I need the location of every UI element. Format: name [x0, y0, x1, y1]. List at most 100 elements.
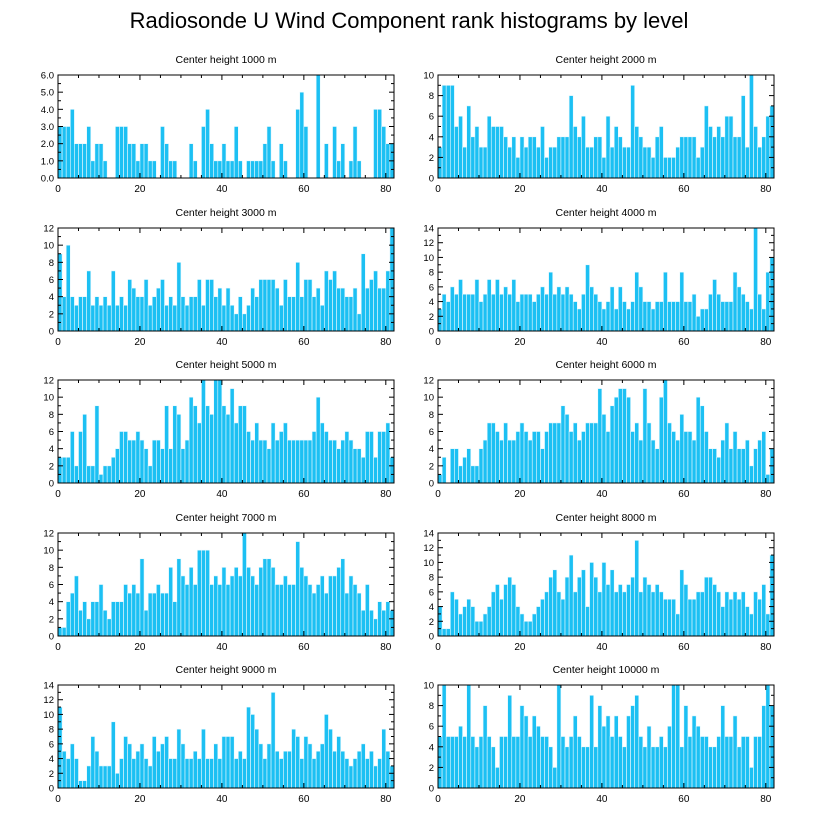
chart-6-bar-57: [667, 422, 672, 484]
chart-10-ytick-label: 0: [429, 784, 434, 795]
chart-2-bar-81: [765, 115, 771, 179]
chart-4-bar-34: [572, 301, 578, 332]
chart-3-bar-9: [90, 304, 96, 332]
chart-9-bar-33: [188, 758, 194, 789]
chart-5-bar-32: [184, 439, 190, 484]
chart-7-bar-17: [123, 584, 128, 637]
chart-2-bar-8: [466, 105, 472, 179]
chart-10-title: Center height 10000 m: [553, 664, 660, 676]
chart-8-bar-15: [495, 584, 500, 637]
chart-2-bar-14: [490, 126, 496, 179]
chart-9-bar-82: [389, 765, 395, 789]
chart-6-bar-71: [724, 422, 730, 484]
chart-6-bar-67: [708, 448, 713, 484]
chart-9-bar-65: [319, 743, 325, 789]
chart-3-xtick-label: 60: [298, 337, 310, 348]
chart-2-bar-1: [437, 146, 443, 179]
chart-2-title: Center height 2000 m: [556, 54, 657, 66]
chart-4-bar-15: [495, 279, 500, 332]
chart-10-bar-6: [458, 725, 463, 789]
chart-8-bar-38: [589, 562, 595, 637]
chart-3-bar-1: [57, 253, 63, 332]
chart-7-bar-12: [102, 609, 108, 637]
chart-7-bar-14: [110, 601, 116, 637]
chart-10-bar-48: [630, 705, 635, 789]
chart-1-bar-17: [123, 126, 128, 179]
chart-7-bar-51: [262, 558, 268, 637]
chart-4-bar-17: [503, 286, 508, 332]
chart-4-xtick-label: 40: [596, 337, 608, 348]
chart-4-bar-21: [519, 293, 525, 332]
chart-2-bar-42: [605, 115, 611, 179]
chart-5-bar-2: [61, 456, 67, 484]
chart-6-bar-27: [544, 431, 549, 484]
chart-2-bar-53: [650, 157, 656, 179]
chart-2-bar-34: [572, 126, 578, 179]
chart-9-ytick-label: 4: [49, 754, 54, 765]
chart-10-xtick-label: 20: [514, 794, 526, 805]
chart-10-bar-10: [474, 746, 480, 789]
chart-6-bar-74: [736, 448, 742, 484]
chart-5-bar-10: [94, 405, 100, 484]
chart-2-bar-2: [441, 85, 447, 179]
chart-10-xtick-label: 40: [596, 794, 608, 805]
chart-9-bar-36: [201, 728, 206, 789]
chart-2-bar-51: [642, 146, 648, 179]
chart-10-bar-68: [712, 746, 717, 789]
chart-3-bar-21: [139, 296, 145, 332]
chart-3-bar-68: [332, 270, 337, 332]
chart-2-bar-71: [724, 115, 730, 179]
chart-7-bar-34: [192, 584, 198, 637]
chart-6-bar-39: [593, 422, 599, 484]
chart-10-bar-75: [740, 736, 746, 789]
chart-1-bar-15: [115, 126, 120, 179]
chart-3-bar-38: [209, 279, 215, 332]
chart-2-bar-9: [470, 136, 476, 179]
chart-5-bar-7: [82, 414, 87, 484]
chart-5-bar-16: [119, 431, 124, 484]
chart-2-bar-30: [556, 136, 562, 179]
chart-5-bar-18: [127, 439, 133, 484]
chart-3-bar-44: [233, 313, 239, 332]
chart-9-bar-53: [270, 692, 276, 789]
chart-6-bar-46: [622, 388, 627, 484]
chart-2-bar-12: [482, 146, 488, 179]
chart-2-bar-58: [671, 157, 676, 179]
chart-4-bar-33: [568, 293, 574, 332]
chart-5-bar-71: [344, 431, 350, 484]
chart-3-bar-35: [197, 279, 202, 332]
chart-8-bar-45: [617, 584, 623, 637]
chart-10-bar-64: [695, 725, 701, 789]
chart-10-bar-52: [646, 725, 652, 789]
chart-10-bar-34: [572, 715, 578, 789]
chart-10-bar-24: [531, 715, 537, 789]
chart-6-bar-60: [679, 414, 685, 484]
chart-10-bar-30: [556, 684, 562, 789]
chart-10-bar-16: [499, 736, 504, 789]
chart-8-bar-68: [712, 584, 717, 637]
chart-6-bar-66: [704, 431, 709, 484]
chart-5-bar-56: [283, 422, 288, 484]
chart-7-bar-10: [94, 601, 100, 637]
chart-4-ytick-label: 6: [429, 282, 434, 293]
chart-6-bar-47: [626, 396, 631, 484]
chart-9-bar-72: [348, 765, 354, 789]
chart-1-bar-51: [262, 143, 268, 179]
chart-6-ytick-label: 4: [429, 444, 434, 455]
chart-5-bar-25: [156, 439, 161, 484]
chart-6-bar-64: [695, 396, 701, 484]
chart-7-bar-26: [160, 592, 165, 637]
chart-3-xtick-label: 80: [380, 337, 392, 348]
chart-4-bar-78: [753, 227, 758, 332]
chart-10-bar-62: [687, 736, 693, 789]
chart-8-bar-76: [745, 606, 750, 637]
chart-6-bar-26: [540, 448, 545, 484]
chart-2-bar-7: [462, 146, 467, 179]
chart-4-bar-2: [441, 293, 447, 332]
chart-3-bar-63: [311, 296, 317, 332]
chart-4-xtick-label: 0: [435, 337, 441, 348]
chart-4-bar-45: [617, 286, 623, 332]
chart-5-bar-43: [229, 388, 235, 484]
chart-2-bar-69: [716, 126, 722, 179]
chart-1-xtick-label: 0: [55, 184, 61, 195]
